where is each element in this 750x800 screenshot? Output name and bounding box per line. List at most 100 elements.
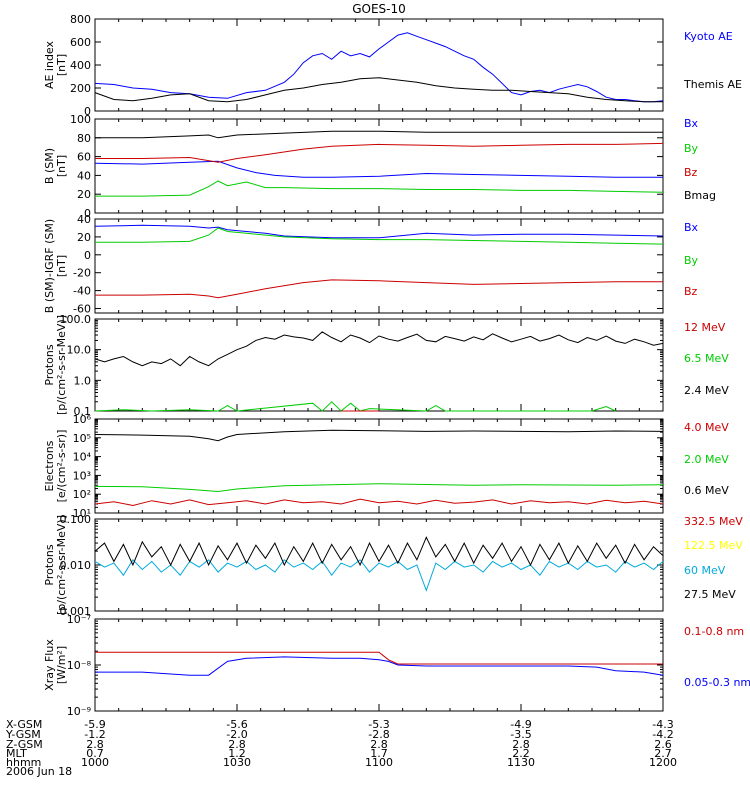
- panel-2: 0 20 40 60 80 100 B (SM) [nT] Bx By Bz Bmag: [43, 113, 716, 220]
- series-line-60-mev: [94, 558, 664, 592]
- panel-1: 0 200 400 600 800 AE index [nT] Kyoto AE Themis …: [43, 13, 742, 118]
- y-axis-label: Protons: [43, 544, 56, 585]
- y-tick-label: 0: [84, 105, 91, 118]
- legend-27-5-mev: 27.5 MeV: [684, 588, 736, 601]
- panel-frame: [94, 118, 664, 214]
- series-line-6-5-mev: [94, 401, 616, 412]
- y-axis-label: B (SM): [43, 148, 56, 184]
- legend-0-1-0-8-nm: 0.1-0.8 nm: [684, 625, 744, 638]
- legend-kyoto-ae: Kyoto AE: [684, 30, 733, 43]
- y-tick-label: 0.1: [74, 405, 92, 418]
- series-line-2-0-mev: [94, 483, 664, 493]
- legend-4-0-mev: 4.0 MeV: [684, 421, 729, 434]
- y-tick-label: 100: [70, 113, 91, 126]
- legend-by: By: [684, 254, 699, 267]
- series-line-4-0-mev: [94, 498, 664, 507]
- x-axis-value: 1030: [223, 756, 251, 769]
- legend-bx: Bx: [684, 117, 699, 130]
- y-tick-label: 60: [77, 151, 91, 164]
- y-tick-label: 600: [70, 36, 91, 49]
- x-axis-value: 1000: [81, 756, 109, 769]
- y-tick-label: 10⁻⁹: [67, 705, 91, 718]
- x-axis-value: -1.2: [84, 728, 105, 741]
- y-tick-label: 10¹: [73, 507, 91, 520]
- y-tick-label: -60: [73, 303, 91, 316]
- x-axis-value: 0.7: [86, 747, 104, 760]
- x-axis-value: -2.8: [368, 728, 389, 741]
- y-tick-label: 400: [70, 59, 91, 72]
- x-axis-row-label: hhmm: [6, 756, 41, 769]
- legend-332-5-mev: 332.5 MeV: [684, 515, 743, 528]
- y-tick-label: 10²: [73, 488, 91, 501]
- y-axis-label: AE index: [43, 40, 56, 89]
- x-axis-value: -3.5: [510, 728, 531, 741]
- y-tick-label: 10⁻⁷: [67, 613, 91, 626]
- x-axis-row-label: Z-GSM: [6, 738, 43, 751]
- y-tick-label: 1.0: [74, 374, 92, 387]
- panel-frame: [94, 318, 664, 412]
- y-tick-label: 0: [84, 249, 91, 262]
- y-tick-label: 10.0: [67, 344, 92, 357]
- x-axis-value: 2.8: [512, 738, 530, 751]
- x-axis-value: -4.9: [510, 718, 531, 731]
- y-tick-label: 0: [84, 207, 91, 220]
- y-tick-label: -20: [73, 267, 91, 280]
- y-axis-label: Protons: [43, 344, 56, 385]
- x-axis-value: 1200: [649, 756, 677, 769]
- y-axis-label: [p/(cm²-s-sr-MeV)]: [55, 315, 68, 415]
- x-axis-value: -4.2: [652, 728, 673, 741]
- y-tick-label: 0.010: [60, 559, 92, 572]
- x-axis-value: 2.8: [86, 738, 104, 751]
- x-axis-value: 2.7: [654, 747, 672, 760]
- x-axis-row-label: 2006 Jun 18: [6, 765, 72, 778]
- series-line-0-6-mev: [94, 429, 664, 442]
- legend-bmag: Bmag: [684, 189, 716, 202]
- y-tick-label: 40: [77, 169, 91, 182]
- panel-7: 10⁻⁹ 10⁻⁸ 10⁻⁷ Xray Flux [W/m²] 0.1-0.8 nm 0.0…: [43, 613, 750, 718]
- y-tick-label: 10⁴: [73, 451, 92, 464]
- x-axis-value: 2.8: [228, 738, 246, 751]
- y-tick-label: 10⁶: [73, 413, 92, 426]
- y-tick-label: 20: [77, 231, 91, 244]
- legend-122-5-mev: 122.5 MeV: [684, 539, 743, 552]
- panel-frame: [94, 618, 664, 712]
- y-tick-label: 20: [77, 188, 91, 201]
- legend-6-5-mev: 6.5 MeV: [684, 352, 729, 365]
- legend-0-6-mev: 0.6 MeV: [684, 484, 729, 497]
- legend-themis-ae: Themis AE: [683, 78, 742, 91]
- legend-2-0-mev: 2.0 MeV: [684, 453, 729, 466]
- series-line-by: [95, 227, 664, 245]
- panel-frame: [94, 518, 664, 612]
- y-tick-label: 0.001: [60, 605, 92, 618]
- y-tick-label: 200: [70, 82, 91, 95]
- x-axis-value: 2.8: [370, 738, 388, 751]
- x-axis-value: 1100: [365, 756, 393, 769]
- series-line-2-4-mev: [94, 331, 664, 367]
- x-axis-value: -2.0: [226, 728, 247, 741]
- legend-12-mev: 12 MeV: [684, 321, 726, 334]
- series-line-bz: [95, 279, 663, 299]
- x-axis-value: 1.7: [370, 747, 388, 760]
- panel-6: 0.001 0.010 0.100 Protons [p/(cm²-s-sr-MeV)]…: [43, 513, 743, 618]
- series-line-bmag: [95, 130, 663, 139]
- y-axis-label: [nT]: [55, 155, 68, 177]
- y-axis-label: [nT]: [55, 255, 68, 277]
- y-tick-label: 0.100: [60, 513, 92, 526]
- series-line-themis-ae: [94, 77, 663, 103]
- y-axis-label: [e/(cm²-s-sr)]: [55, 430, 68, 503]
- panel-4: 0.1 1.0 10.0 100.0 Protons [p/(cm²-s-sr-MeV)]…: [43, 313, 729, 418]
- panel-5: 10¹ 10² 10³ 10⁴ 10⁵ 10⁶ Electrons [e/(cm²-s-sr)…: [43, 413, 729, 520]
- x-axis-value: -5.3: [368, 718, 389, 731]
- y-axis-label: [nT]: [55, 54, 68, 76]
- x-axis-value: -5.9: [84, 718, 105, 731]
- panel-frame: [94, 418, 664, 514]
- y-axis-label: [p/(cm²-s-sr-MeV)]: [55, 515, 68, 615]
- series-line-27-5-mev: [94, 536, 664, 567]
- panel-frame: [94, 218, 664, 314]
- y-tick-label: 800: [70, 13, 91, 26]
- legend-0-05-0-3-nm: 0.05-0.3 nm: [684, 676, 750, 689]
- figure-title: GOES-10: [352, 2, 406, 16]
- series-line-bz: [95, 142, 664, 163]
